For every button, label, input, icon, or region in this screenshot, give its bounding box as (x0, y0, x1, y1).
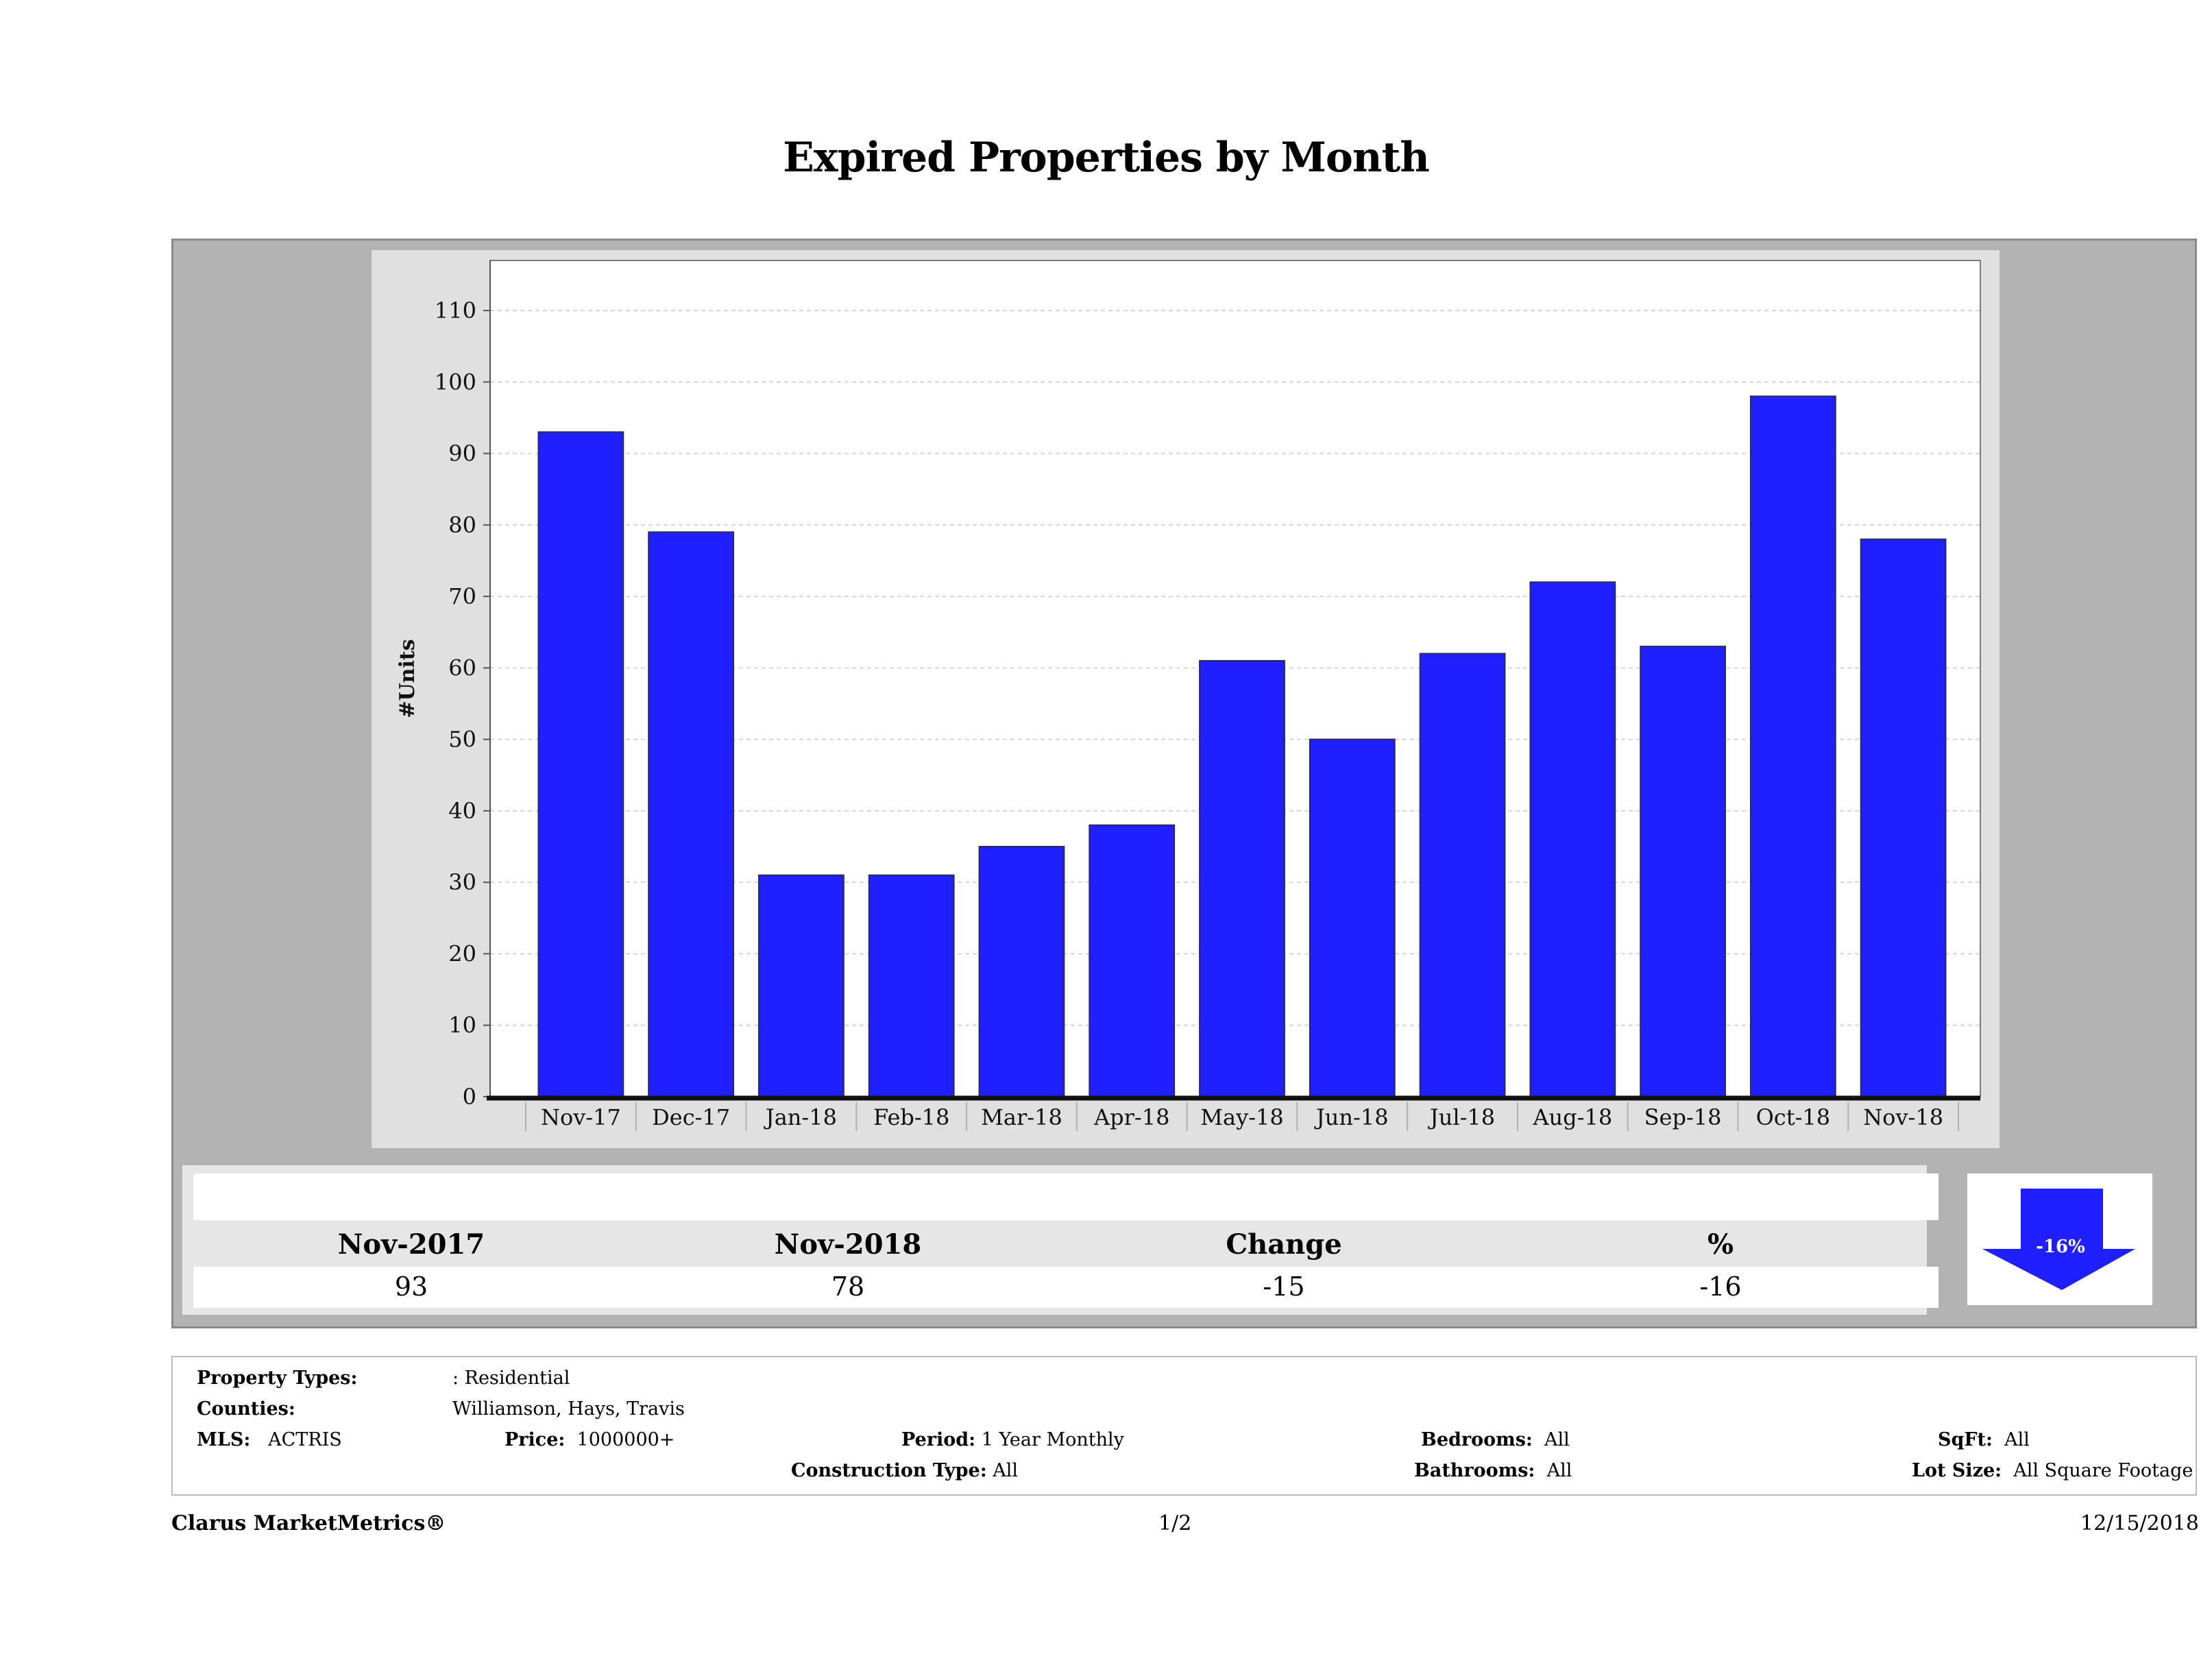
footer-page-number: 1/2 (1158, 1511, 1192, 1535)
bar (1309, 738, 1396, 1097)
y-tick-label: 70 (448, 583, 476, 609)
bar (868, 874, 955, 1097)
y-tick-label: 90 (448, 441, 476, 467)
y-tick-label: 20 (448, 940, 476, 966)
summary-value-change: -15 (1263, 1272, 1305, 1302)
y-axis-label: #Units (396, 639, 420, 718)
summary-header-percent: % (1707, 1228, 1734, 1261)
bar (1640, 646, 1726, 1097)
x-tick-label: May-18 (1200, 1104, 1283, 1130)
y-tick-label: 10 (448, 1012, 476, 1038)
summary-value-start: 93 (394, 1272, 428, 1302)
x-tick-label: Dec-17 (652, 1104, 730, 1130)
criteria-sqft: SqFt: All (1938, 1429, 2030, 1450)
bar (1419, 653, 1506, 1097)
x-tick-label: Jul-18 (1428, 1104, 1495, 1130)
summary-header-change: Change (1226, 1228, 1342, 1261)
criteria-property-types-value: : Residential (452, 1367, 570, 1389)
bar (978, 846, 1065, 1097)
criteria-lot-size: Lot Size: All Square Footage (1912, 1460, 2193, 1481)
criteria-construction: Construction Type: All (791, 1460, 1019, 1481)
summary-value-end: 78 (831, 1272, 865, 1302)
bar (537, 431, 624, 1097)
y-tick-label: 30 (448, 869, 476, 895)
summary-header-end: Nov-2018 (774, 1228, 922, 1261)
summary-values-band (193, 1267, 1938, 1308)
y-tick-label: 80 (448, 512, 476, 538)
bar (1749, 396, 1836, 1098)
bar (1529, 581, 1616, 1097)
bar-chart: 0 10 20 30 40 50 60 70 80 90 100 110 #Units Nov-17 Dec… (396, 260, 1981, 1131)
y-tick-label: 0 (463, 1084, 476, 1110)
criteria-mls: MLS: ACTRIS (197, 1429, 342, 1450)
y-tick-label: 110 (435, 297, 476, 324)
bar (1860, 538, 1947, 1097)
criteria-bedrooms: Bedrooms: All (1421, 1429, 1570, 1450)
bar (1089, 824, 1176, 1097)
y-tick-label: 50 (448, 727, 476, 753)
criteria-box (171, 1356, 2197, 1496)
summary-header-start: Nov-2017 (337, 1228, 485, 1261)
y-tick-label: 100 (435, 369, 476, 395)
y-tick-label: 60 (448, 655, 476, 681)
down-arrow-icon: -16% (1982, 1189, 2135, 1290)
bar (758, 874, 844, 1097)
summary-header-band (193, 1174, 1938, 1220)
criteria-bathrooms: Bathrooms: All (1414, 1460, 1572, 1481)
y-tick-label: 40 (448, 798, 476, 824)
footer-brand: Clarus MarketMetrics® (171, 1511, 446, 1535)
criteria-period: Period: 1 Year Monthly (901, 1429, 1124, 1450)
criteria-counties-value: Williamson, Hays, Travis (452, 1398, 685, 1420)
x-tick-label: Oct-18 (1756, 1104, 1831, 1130)
x-tick-label: Sep-18 (1644, 1104, 1722, 1130)
x-tick-label: Feb-18 (873, 1104, 949, 1130)
criteria-counties: Counties: (197, 1398, 295, 1420)
x-tick-label: Apr-18 (1093, 1104, 1169, 1130)
bar (1199, 659, 1285, 1097)
page-title: Expired Properties by Month (783, 134, 1430, 182)
footer-date: 12/15/2018 (2080, 1511, 2199, 1535)
criteria-property-types: Property Types: (197, 1367, 358, 1389)
summary-value-percent: -16 (1699, 1272, 1742, 1302)
x-tick-label: Aug-18 (1532, 1104, 1612, 1130)
x-tick-label: Nov-17 (541, 1104, 621, 1130)
x-tick-label: Jan-18 (764, 1104, 837, 1130)
x-tick-label: Mar-18 (981, 1104, 1062, 1130)
change-badge-label: -16% (2036, 1237, 2085, 1257)
x-tick-label: Nov-18 (1863, 1104, 1943, 1130)
x-tick-label: Jun-18 (1314, 1104, 1389, 1130)
bar (648, 531, 735, 1097)
criteria-price: Price: 1000000+ (505, 1429, 675, 1450)
